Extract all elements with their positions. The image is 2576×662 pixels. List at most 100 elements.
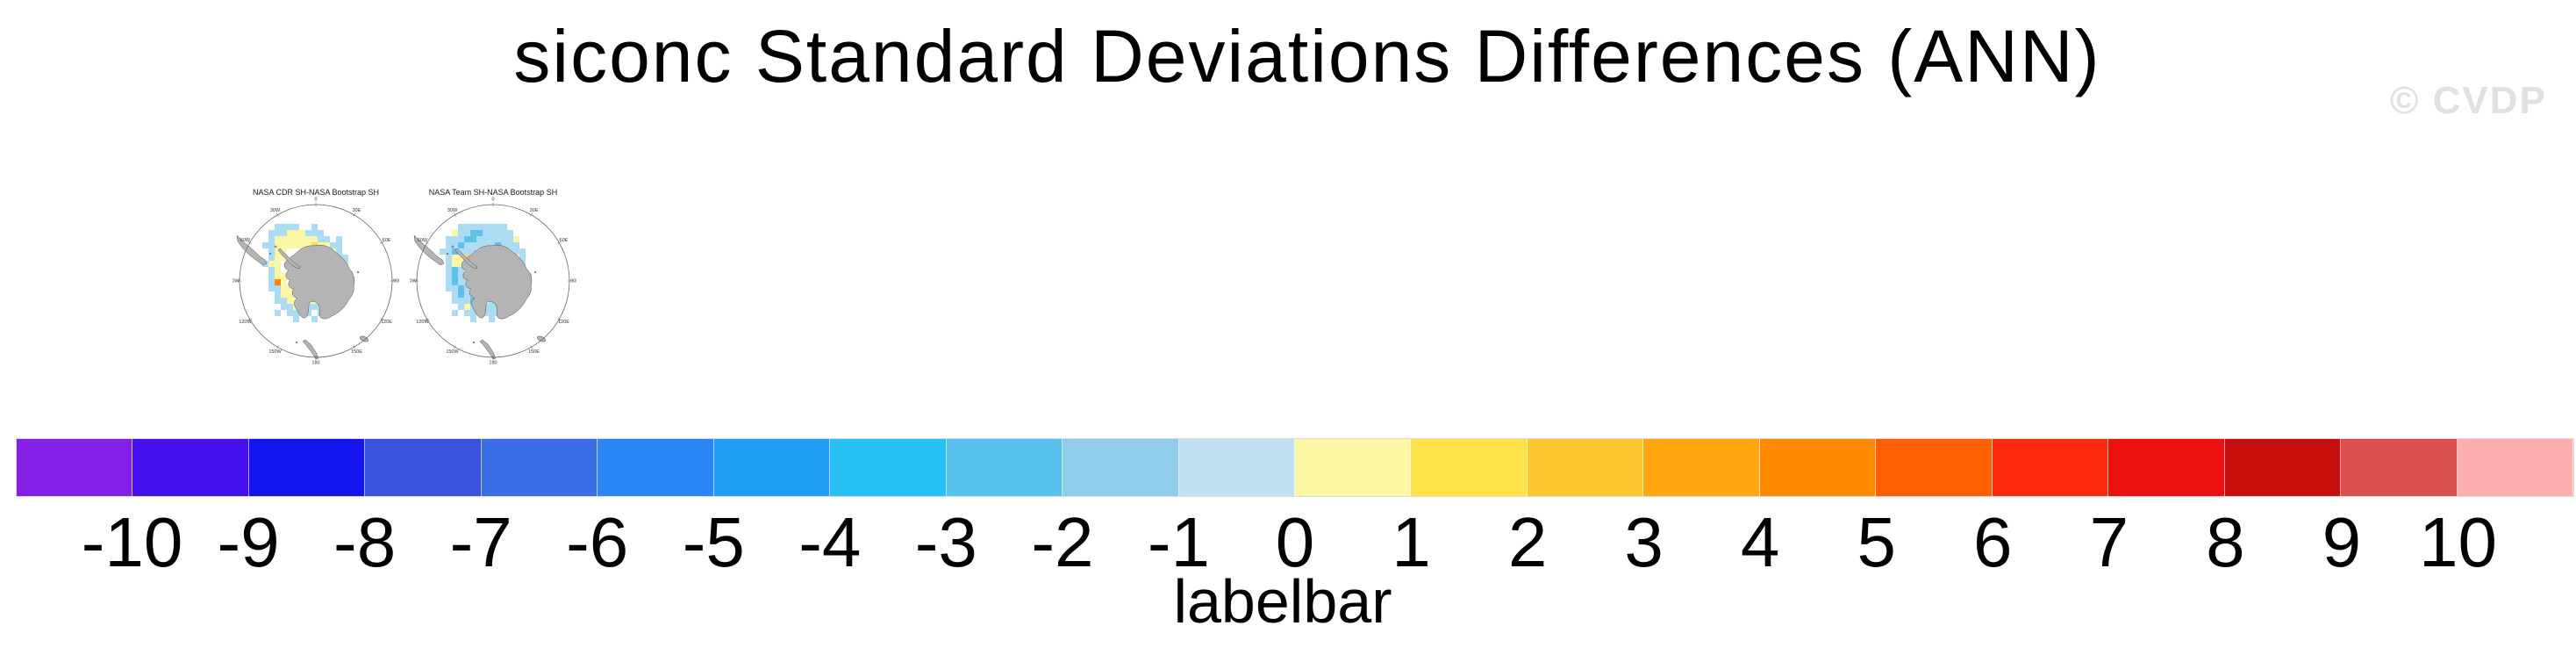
labelbar-tick-label: 1 — [1392, 503, 1431, 581]
grid-cell — [324, 242, 330, 248]
grid-cell — [336, 242, 342, 248]
grid-cell — [268, 242, 275, 248]
labelbar-cell — [1992, 439, 2109, 496]
labelbar-tick-label: 6 — [1973, 503, 2013, 581]
labelbar-cell — [2457, 439, 2573, 496]
grid-cell — [452, 261, 458, 267]
grid-cell — [519, 248, 526, 255]
grid-cell — [513, 236, 519, 242]
grid-cell — [268, 261, 275, 267]
grid-cell — [470, 242, 476, 248]
grid-cell — [452, 267, 458, 273]
longitude-label: 90W — [233, 278, 240, 284]
grid-cell — [458, 224, 464, 230]
longitude-ticks — [414, 202, 572, 360]
longitude-tick — [454, 345, 456, 349]
grid-cell — [318, 230, 324, 236]
longitude-tick — [425, 241, 429, 244]
labelbar-cell — [830, 439, 947, 496]
grid-cell — [311, 242, 318, 248]
longitude-label: 120W — [239, 320, 252, 325]
island-dot-peninsula-tip — [451, 245, 454, 248]
labelbar-cell — [248, 439, 366, 496]
grid-cell — [464, 298, 470, 304]
grid-cell — [281, 230, 287, 236]
grid-cell — [287, 291, 293, 298]
grid-cell — [458, 304, 464, 310]
longitude-label: 180 — [489, 360, 497, 365]
longitude-tick — [530, 345, 533, 349]
longitude-label: 30E — [353, 208, 361, 213]
grid-cell — [293, 224, 299, 230]
labelbar-tick-label: 8 — [2206, 503, 2245, 581]
grid-cell — [275, 230, 281, 236]
antarctic-peninsula — [277, 248, 301, 270]
map-panel-title: NASA CDR SH-NASA Bootstrap SH — [253, 188, 379, 197]
grid-cell — [483, 230, 489, 236]
labelbar-cell — [1759, 439, 1877, 496]
labelbar-tick-label: -10 — [81, 503, 183, 581]
grid-cell — [318, 236, 324, 242]
grid-cell — [519, 255, 526, 261]
labelbar-tick-label: 0 — [1275, 503, 1315, 581]
grid-cell — [287, 242, 293, 248]
labelbar-cell — [1411, 439, 1528, 496]
longitude-tick — [353, 345, 355, 349]
land-group — [413, 234, 546, 360]
grid-cell — [299, 242, 305, 248]
grid-cell — [281, 273, 287, 279]
grid-cell — [483, 224, 489, 230]
labelbar-tick-label: -5 — [682, 503, 745, 581]
labelbar-cell — [481, 439, 598, 496]
grid-cell — [275, 273, 281, 279]
longitude-label: 60W — [418, 238, 428, 243]
grid-cell — [464, 236, 470, 242]
grid-cell — [311, 230, 318, 236]
longitude-label: 150W — [446, 349, 459, 355]
grid-cell — [501, 224, 507, 230]
labelbar-cell — [2341, 439, 2458, 496]
grid-cell — [342, 255, 348, 261]
grid-cell — [268, 248, 275, 255]
labelbar-tick-label: -3 — [914, 503, 977, 581]
grid-cell — [507, 236, 513, 242]
grid-cell — [311, 236, 318, 242]
grid-cell — [440, 248, 446, 255]
grid-cell — [476, 230, 483, 236]
grid-cell — [281, 279, 287, 285]
labelbar-title: labelbar — [1173, 567, 1392, 636]
grid-cell — [464, 248, 470, 255]
grid-cell — [287, 304, 293, 310]
grid-cell — [446, 236, 452, 242]
grid-cell — [495, 236, 501, 242]
island-southeast — [537, 335, 546, 342]
labelbar-cell — [132, 439, 249, 496]
grid-cell — [268, 236, 275, 242]
grid-cell — [452, 310, 458, 316]
grid-cell — [268, 230, 275, 236]
grid-cell — [452, 279, 458, 285]
longitude-label: 60E — [383, 238, 391, 243]
longitude-label: 120E — [558, 320, 569, 325]
grid-cell — [458, 236, 464, 242]
labelbar-cell — [17, 439, 133, 496]
grid-cell — [458, 291, 464, 298]
island-dot-south — [295, 341, 298, 344]
longitude-label: 90W — [410, 278, 417, 284]
longitude-label: 0 — [314, 197, 317, 202]
grid-cell — [489, 242, 495, 248]
grid-cell — [275, 279, 281, 285]
grid-cell — [458, 273, 464, 279]
antarctic-peninsula — [454, 248, 478, 270]
grid-cell — [458, 279, 464, 285]
labelbar-cell — [1643, 439, 1760, 496]
grid-cell — [476, 236, 483, 242]
grid-cell — [281, 291, 287, 298]
labelbar-tick-label: -6 — [566, 503, 629, 581]
grid-cell — [305, 310, 311, 316]
longitude-tick — [454, 212, 456, 217]
labelbar-tick-label: -8 — [333, 503, 397, 581]
longitude-label: 180 — [311, 360, 319, 365]
grid-cell — [275, 298, 281, 304]
